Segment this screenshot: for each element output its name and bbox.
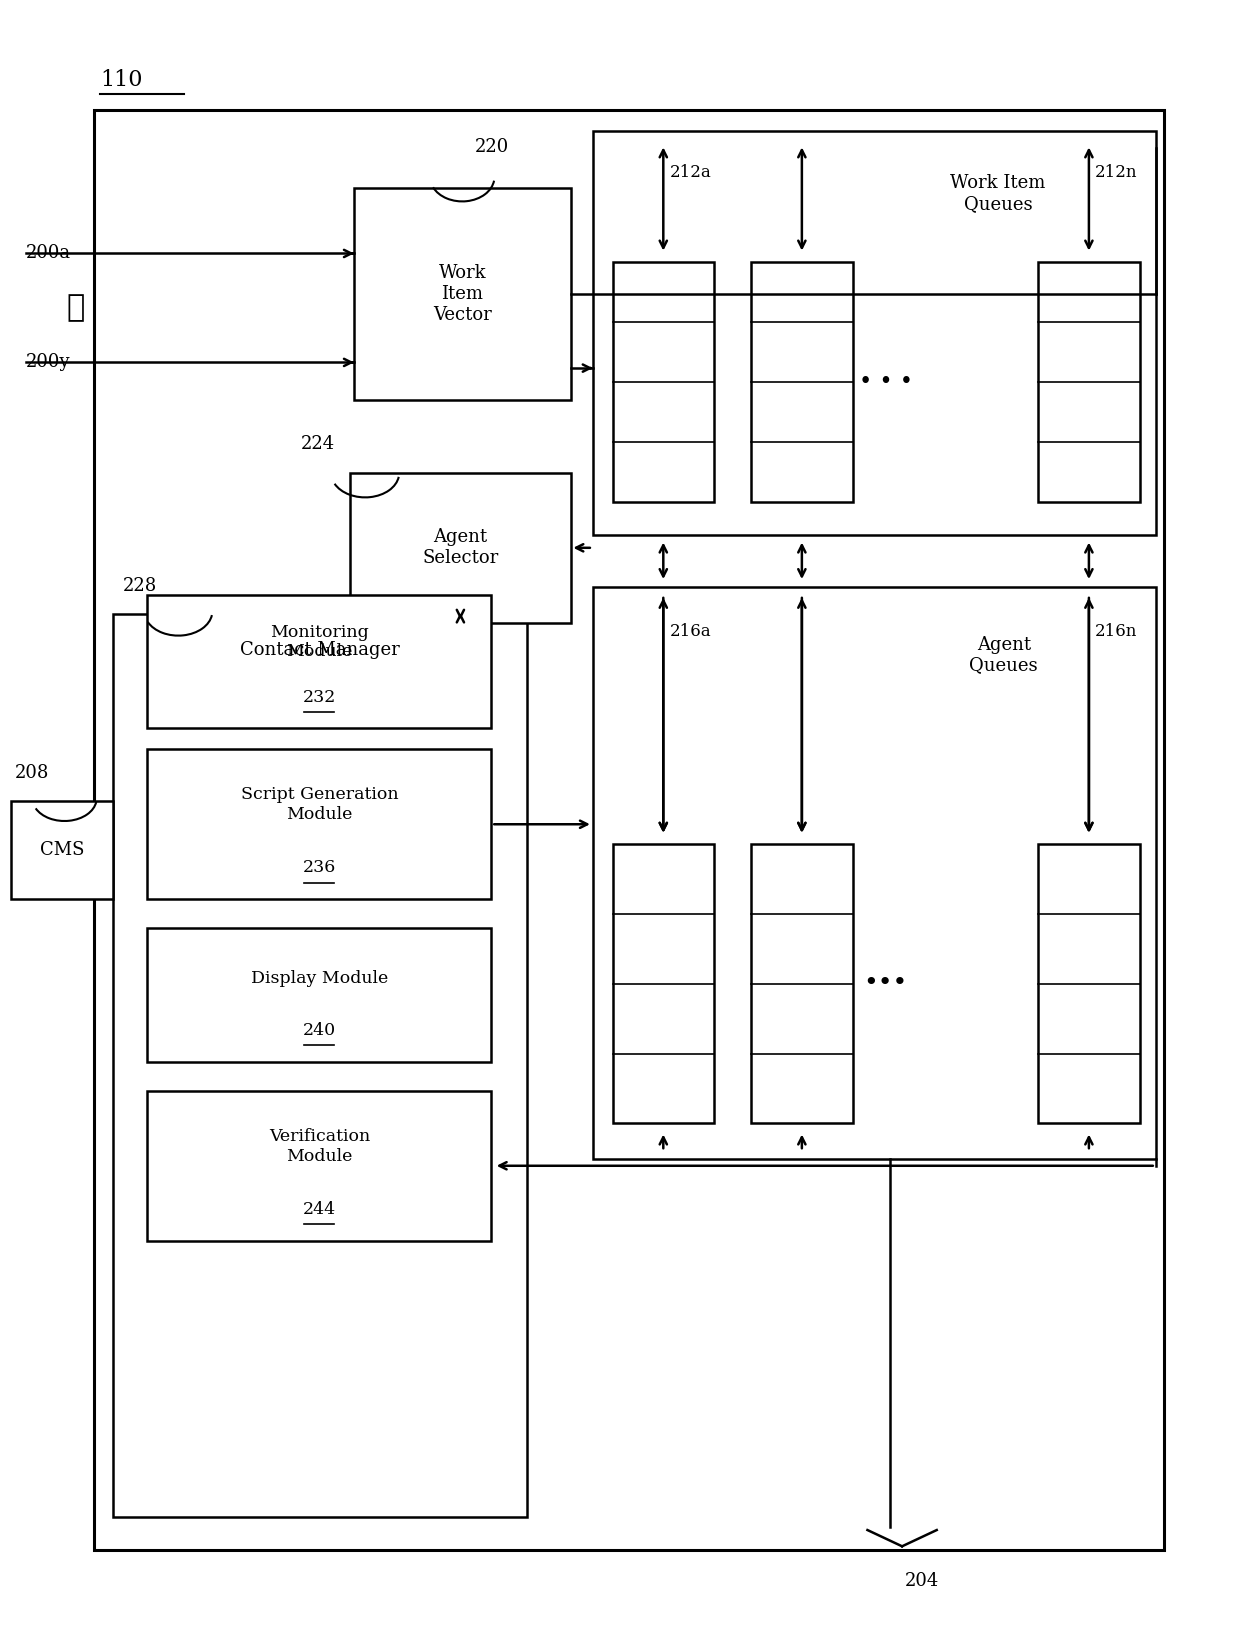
Text: 236: 236 bbox=[303, 858, 336, 876]
Text: 212a: 212a bbox=[670, 165, 712, 181]
Text: •••: ••• bbox=[863, 973, 908, 995]
Text: Script Generation
Module: Script Generation Module bbox=[241, 787, 398, 823]
Bar bbox=[613, 844, 714, 1124]
Bar bbox=[148, 929, 491, 1062]
Text: 224: 224 bbox=[301, 435, 335, 453]
Text: 232: 232 bbox=[303, 689, 336, 705]
Bar bbox=[94, 111, 1164, 1549]
Text: Agent
Selector: Agent Selector bbox=[423, 528, 498, 567]
Bar bbox=[1038, 844, 1140, 1124]
Text: 200a: 200a bbox=[26, 244, 71, 262]
Bar bbox=[148, 595, 491, 728]
Text: 204: 204 bbox=[904, 1572, 939, 1590]
Text: 110: 110 bbox=[100, 68, 143, 91]
Bar bbox=[11, 801, 113, 899]
Bar bbox=[353, 189, 570, 399]
Text: 216n: 216n bbox=[1095, 622, 1137, 640]
Bar bbox=[350, 472, 570, 622]
Bar bbox=[593, 132, 1156, 534]
Bar bbox=[593, 586, 1156, 1160]
Text: 200y: 200y bbox=[26, 353, 71, 371]
Text: 208: 208 bbox=[15, 764, 50, 782]
Bar bbox=[751, 262, 853, 502]
Text: • • •: • • • bbox=[858, 371, 913, 393]
Bar bbox=[113, 614, 527, 1517]
Text: Display Module: Display Module bbox=[250, 971, 388, 987]
Text: 216a: 216a bbox=[670, 622, 711, 640]
Text: CMS: CMS bbox=[40, 841, 84, 858]
Text: 220: 220 bbox=[475, 138, 508, 156]
Text: Work Item
Queues: Work Item Queues bbox=[950, 174, 1045, 213]
Bar bbox=[751, 844, 853, 1124]
Bar bbox=[148, 1091, 491, 1241]
Text: 240: 240 bbox=[303, 1021, 336, 1039]
Text: Contact Manager: Contact Manager bbox=[241, 642, 399, 660]
Text: Agent
Queues: Agent Queues bbox=[970, 635, 1038, 674]
Text: 228: 228 bbox=[123, 577, 157, 595]
Text: ⋮: ⋮ bbox=[67, 293, 84, 324]
Text: 244: 244 bbox=[303, 1201, 336, 1218]
Bar bbox=[148, 749, 491, 899]
Text: 212n: 212n bbox=[1095, 165, 1137, 181]
Bar bbox=[613, 262, 714, 502]
Bar bbox=[1038, 262, 1140, 502]
Text: Monitoring
Module: Monitoring Module bbox=[270, 624, 368, 660]
Text: Work
Item
Vector: Work Item Vector bbox=[433, 264, 491, 324]
Text: Verification
Module: Verification Module bbox=[269, 1127, 370, 1165]
